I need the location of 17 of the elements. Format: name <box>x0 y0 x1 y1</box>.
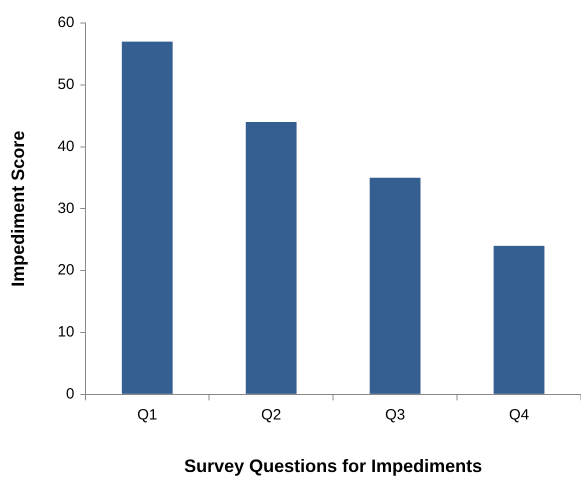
x-tick-label: Q2 <box>261 406 282 424</box>
bar <box>370 178 421 394</box>
bar <box>246 122 297 394</box>
y-tick-label: 20 <box>58 262 74 279</box>
x-axis-title: Survey Questions for Impediments <box>184 456 482 476</box>
x-tick-label: Q4 <box>509 406 530 424</box>
bar <box>494 246 544 394</box>
y-tick-label: 40 <box>58 138 74 155</box>
y-tick-label: 0 <box>66 386 74 403</box>
x-tick-label: Q1 <box>137 406 158 424</box>
y-tick-label: 60 <box>58 14 74 32</box>
x-tick-label: Q3 <box>385 406 406 424</box>
y-tick-label: 50 <box>58 76 74 94</box>
bar <box>122 42 173 394</box>
y-tick-label: 30 <box>58 200 74 217</box>
y-axis-title: Impediment Score <box>8 130 28 287</box>
y-tick-label: 10 <box>58 324 74 341</box>
